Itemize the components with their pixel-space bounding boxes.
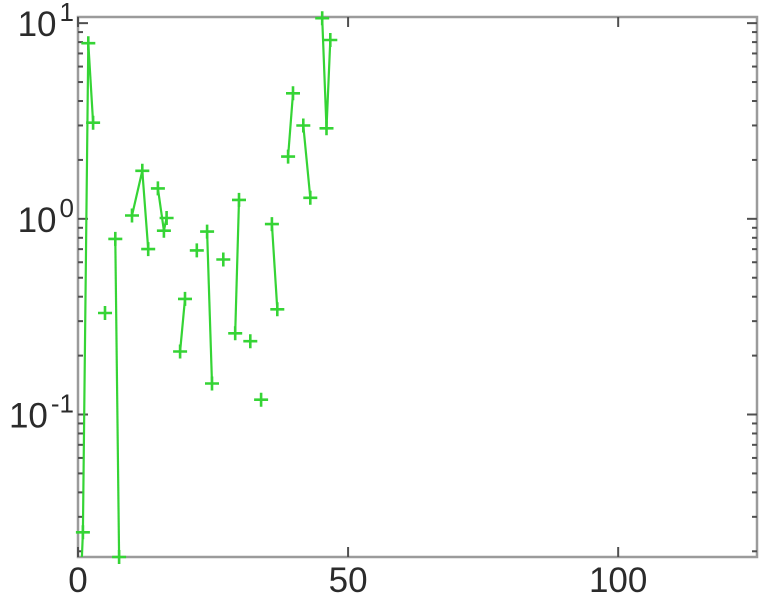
x-tick-label: 0 <box>68 561 87 600</box>
axis-ticks <box>77 17 757 557</box>
series-line <box>80 18 332 557</box>
plus-marker <box>254 392 269 407</box>
plus-marker <box>98 306 112 320</box>
y-tick-label: 10 1 <box>18 0 74 44</box>
series-line-segment <box>287 93 295 157</box>
plus-marker <box>216 252 231 267</box>
plus-marker <box>173 344 188 359</box>
y-tick-label: 10 0 <box>18 193 74 240</box>
plus-marker <box>264 217 279 232</box>
plus-marker <box>296 118 311 133</box>
plus-marker <box>243 334 258 349</box>
plus-marker <box>141 242 156 257</box>
series-line-segment <box>80 43 95 557</box>
plus-marker <box>156 223 171 238</box>
plus-marker <box>108 231 123 246</box>
series-line-segment <box>302 125 312 198</box>
plus-marker <box>232 192 246 207</box>
plus-marker <box>189 243 204 258</box>
plus-marker <box>319 121 334 136</box>
series-line-segment <box>156 188 168 231</box>
plus-marker <box>125 208 139 223</box>
series-line-segment <box>179 298 187 352</box>
plus-marker <box>205 376 219 391</box>
series-line-segment <box>114 238 121 557</box>
plus-marker <box>286 86 300 101</box>
plus-marker <box>86 115 101 130</box>
y-tick-label: 10 -1 <box>9 389 74 436</box>
plus-marker <box>178 291 192 306</box>
plus-marker <box>323 33 338 47</box>
plot-frame <box>76 15 759 559</box>
plus-marker <box>303 190 318 205</box>
plus-marker <box>270 302 285 317</box>
plus-marker <box>200 224 215 239</box>
series-line-segment <box>130 170 150 250</box>
plus-marker <box>75 525 90 540</box>
plus-marker <box>81 36 96 51</box>
plus-marker <box>150 181 165 196</box>
series-line-segment <box>206 231 214 384</box>
plus-marker <box>112 550 127 564</box>
series-line-segment <box>270 224 279 310</box>
x-tick-label: 100 <box>589 561 647 600</box>
series-line-segment <box>234 199 241 334</box>
series-markers <box>75 11 338 564</box>
plus-marker <box>135 163 150 178</box>
plus-marker <box>228 326 243 341</box>
plus-marker <box>281 149 296 164</box>
x-tick-label: 50 <box>329 561 368 600</box>
plus-marker <box>159 211 174 225</box>
plus-marker <box>315 11 330 26</box>
